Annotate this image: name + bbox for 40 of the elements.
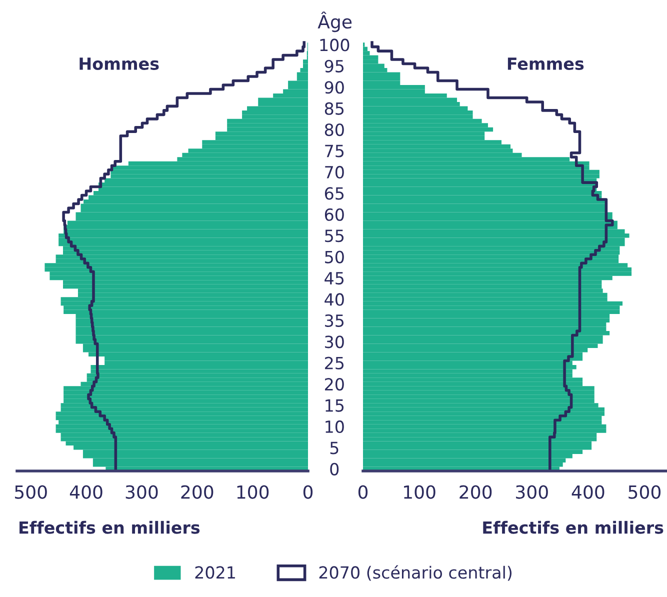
y-tick-label: 90 <box>324 81 344 94</box>
text: Hommes <box>80 58 159 70</box>
y-tick-label: 85 <box>324 102 344 115</box>
y-tick-label: 20 <box>325 378 344 391</box>
legend-label: 2070 (scénario central) <box>319 565 512 581</box>
x-tick-label: 0 <box>303 485 313 499</box>
y-tick-label: 40 <box>324 293 344 306</box>
x-tick-label: 100 <box>237 485 269 499</box>
y-tick-label: 10 <box>326 420 344 434</box>
y-tick-label: 0 <box>330 462 339 476</box>
x-tick-label: 500 <box>15 485 47 499</box>
x-tick-label: 400 <box>572 485 604 499</box>
y-tick-label: 15 <box>326 399 344 412</box>
x-tick-label: 300 <box>516 485 548 499</box>
y-tick-label: 60 <box>324 208 344 221</box>
x-tick-label: 0 <box>358 485 368 499</box>
y-tick-label: 95 <box>324 60 344 72</box>
x-tick-label: 100 <box>404 485 436 499</box>
y-tick-label: 50 <box>325 250 344 264</box>
y-tick-label: 35 <box>325 314 344 327</box>
y-tick-label: 55 <box>325 230 344 242</box>
x-tick-label: 400 <box>70 485 102 499</box>
y-tick-label: 80 <box>324 123 344 136</box>
y-tick-label: 75 <box>325 144 344 158</box>
x-tick-label: 300 <box>126 485 158 499</box>
x-axis-title: Effectifs en milliers <box>483 520 664 534</box>
x-tick-label: 200 <box>460 485 492 499</box>
text: Femmes <box>508 58 584 70</box>
x-tick-label: 500 <box>628 485 661 499</box>
y-tick-label: 25 <box>325 356 344 370</box>
y-tick-label: 65 <box>324 187 344 200</box>
y-axis-title: Âge <box>318 12 352 32</box>
legend-label: 2021 <box>195 566 235 579</box>
y-tick-label: 45 <box>324 272 344 285</box>
y-tick-label: 70 <box>325 166 344 179</box>
x-axis-title: Effectifs en milliers <box>20 520 200 534</box>
y-tick-label: 30 <box>325 336 344 348</box>
y-tick-label: 100 <box>320 38 350 52</box>
x-tick-label: 200 <box>181 485 214 499</box>
y-tick-label: 5 <box>330 442 338 454</box>
